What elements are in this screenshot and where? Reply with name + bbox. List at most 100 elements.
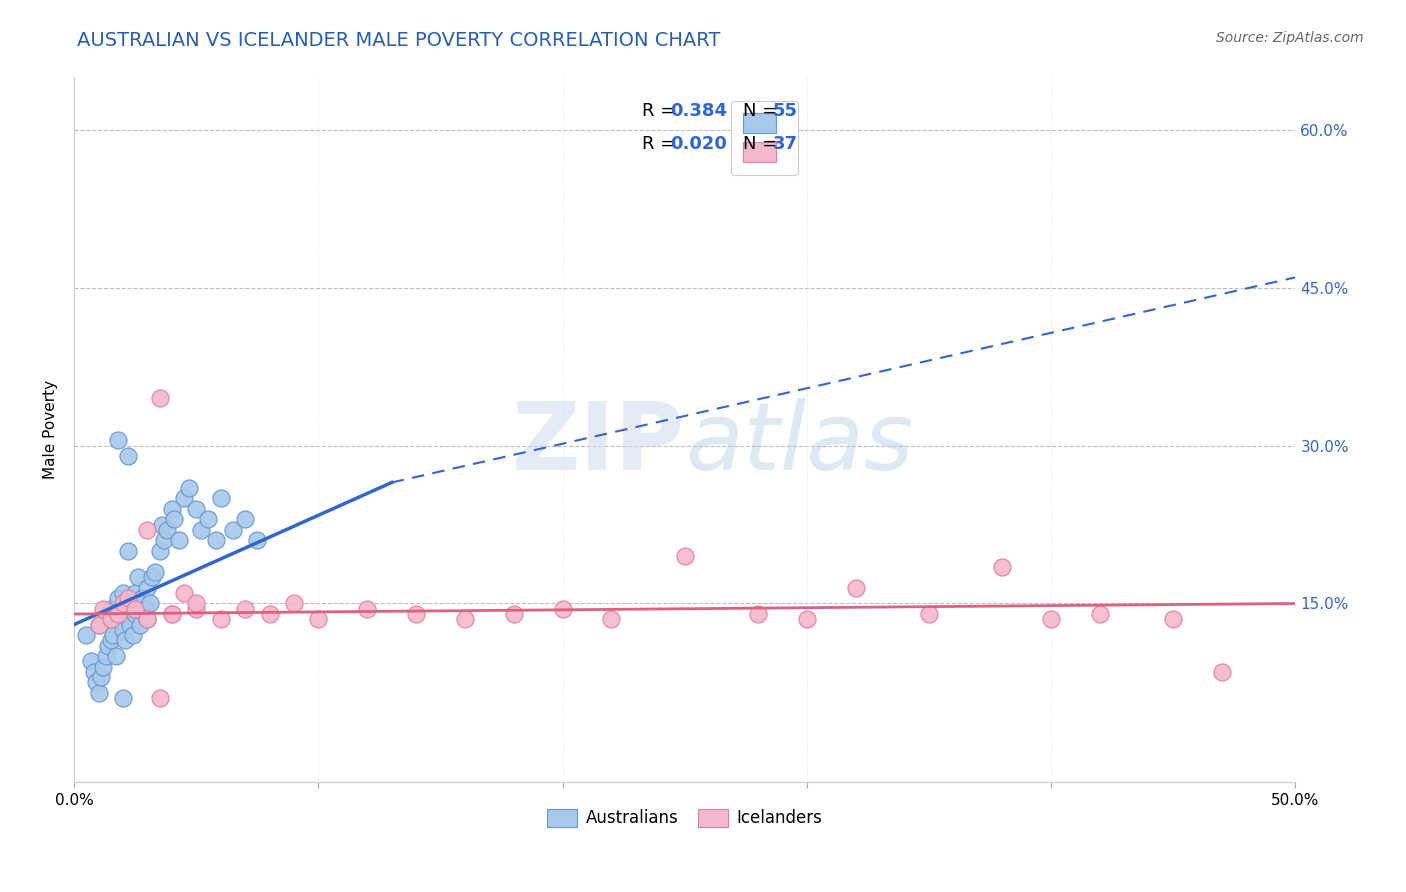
Point <box>177 481 200 495</box>
Text: N =: N = <box>744 103 783 120</box>
Point <box>97 639 120 653</box>
Point <box>100 612 122 626</box>
Point <box>209 612 232 626</box>
Point <box>107 612 129 626</box>
Point <box>153 533 176 548</box>
Point <box>75 628 97 642</box>
Point <box>87 617 110 632</box>
Point <box>150 517 173 532</box>
Point <box>136 612 159 626</box>
Point <box>93 659 115 673</box>
Point <box>160 501 183 516</box>
Point <box>991 559 1014 574</box>
Point <box>186 597 208 611</box>
Point <box>502 607 524 621</box>
Point <box>124 601 146 615</box>
Point <box>186 501 208 516</box>
Point <box>87 686 110 700</box>
Point <box>114 633 136 648</box>
Point <box>673 549 696 563</box>
Point <box>307 612 329 626</box>
Point <box>149 544 172 558</box>
Point <box>120 617 142 632</box>
Point <box>156 523 179 537</box>
Point <box>1088 607 1111 621</box>
Point <box>117 544 139 558</box>
Point <box>197 512 219 526</box>
Point <box>100 601 122 615</box>
Point <box>124 586 146 600</box>
Point <box>129 617 152 632</box>
Point <box>117 449 139 463</box>
Point <box>163 512 186 526</box>
Text: ZIP: ZIP <box>512 398 685 490</box>
Text: Source: ZipAtlas.com: Source: ZipAtlas.com <box>1216 31 1364 45</box>
Point <box>136 612 159 626</box>
Point <box>173 491 195 506</box>
Point <box>918 607 941 621</box>
Point <box>136 523 159 537</box>
Text: 0.384: 0.384 <box>671 103 727 120</box>
Point <box>259 607 281 621</box>
Point <box>111 586 134 600</box>
Legend: Australians, Icelanders: Australians, Icelanders <box>540 802 830 834</box>
Point <box>551 601 574 615</box>
Text: atlas: atlas <box>685 399 912 490</box>
Point <box>845 581 868 595</box>
Point <box>83 665 105 679</box>
Text: N =: N = <box>744 136 783 153</box>
Point <box>1211 665 1233 679</box>
Point <box>283 597 305 611</box>
Point <box>107 591 129 606</box>
Point <box>100 633 122 648</box>
Point <box>111 623 134 637</box>
Point <box>173 586 195 600</box>
Point <box>747 607 769 621</box>
Text: 55: 55 <box>773 103 797 120</box>
Text: R =: R = <box>643 136 681 153</box>
Point <box>107 434 129 448</box>
Point <box>405 607 427 621</box>
Text: AUSTRALIAN VS ICELANDER MALE POVERTY CORRELATION CHART: AUSTRALIAN VS ICELANDER MALE POVERTY COR… <box>77 31 721 50</box>
Text: 0.020: 0.020 <box>671 136 727 153</box>
Point <box>134 601 156 615</box>
Point <box>94 649 117 664</box>
Point <box>136 581 159 595</box>
Point <box>139 597 162 611</box>
Point <box>233 601 256 615</box>
Point <box>124 607 146 621</box>
Point <box>111 691 134 706</box>
Point <box>233 512 256 526</box>
Point <box>80 654 103 668</box>
Text: R =: R = <box>643 103 681 120</box>
Point <box>149 392 172 406</box>
Point <box>110 607 132 621</box>
Point <box>246 533 269 548</box>
Point <box>204 533 226 548</box>
Point <box>101 628 124 642</box>
Point <box>1163 612 1185 626</box>
Point <box>121 628 143 642</box>
Point <box>1040 612 1063 626</box>
Point <box>87 617 110 632</box>
Point <box>117 597 139 611</box>
Point <box>454 612 477 626</box>
Y-axis label: Male Poverty: Male Poverty <box>44 380 58 480</box>
Point <box>131 591 153 606</box>
Point <box>107 607 129 621</box>
Point <box>149 691 172 706</box>
Point <box>141 570 163 584</box>
Point <box>90 670 112 684</box>
Point <box>160 607 183 621</box>
Point <box>222 523 245 537</box>
Point <box>209 491 232 506</box>
Point <box>143 565 166 579</box>
Text: 37: 37 <box>773 136 797 153</box>
Point <box>117 591 139 606</box>
Point <box>111 597 134 611</box>
Point <box>186 601 208 615</box>
Point <box>796 612 818 626</box>
Point <box>84 675 107 690</box>
Point <box>167 533 190 548</box>
Point <box>104 649 127 664</box>
